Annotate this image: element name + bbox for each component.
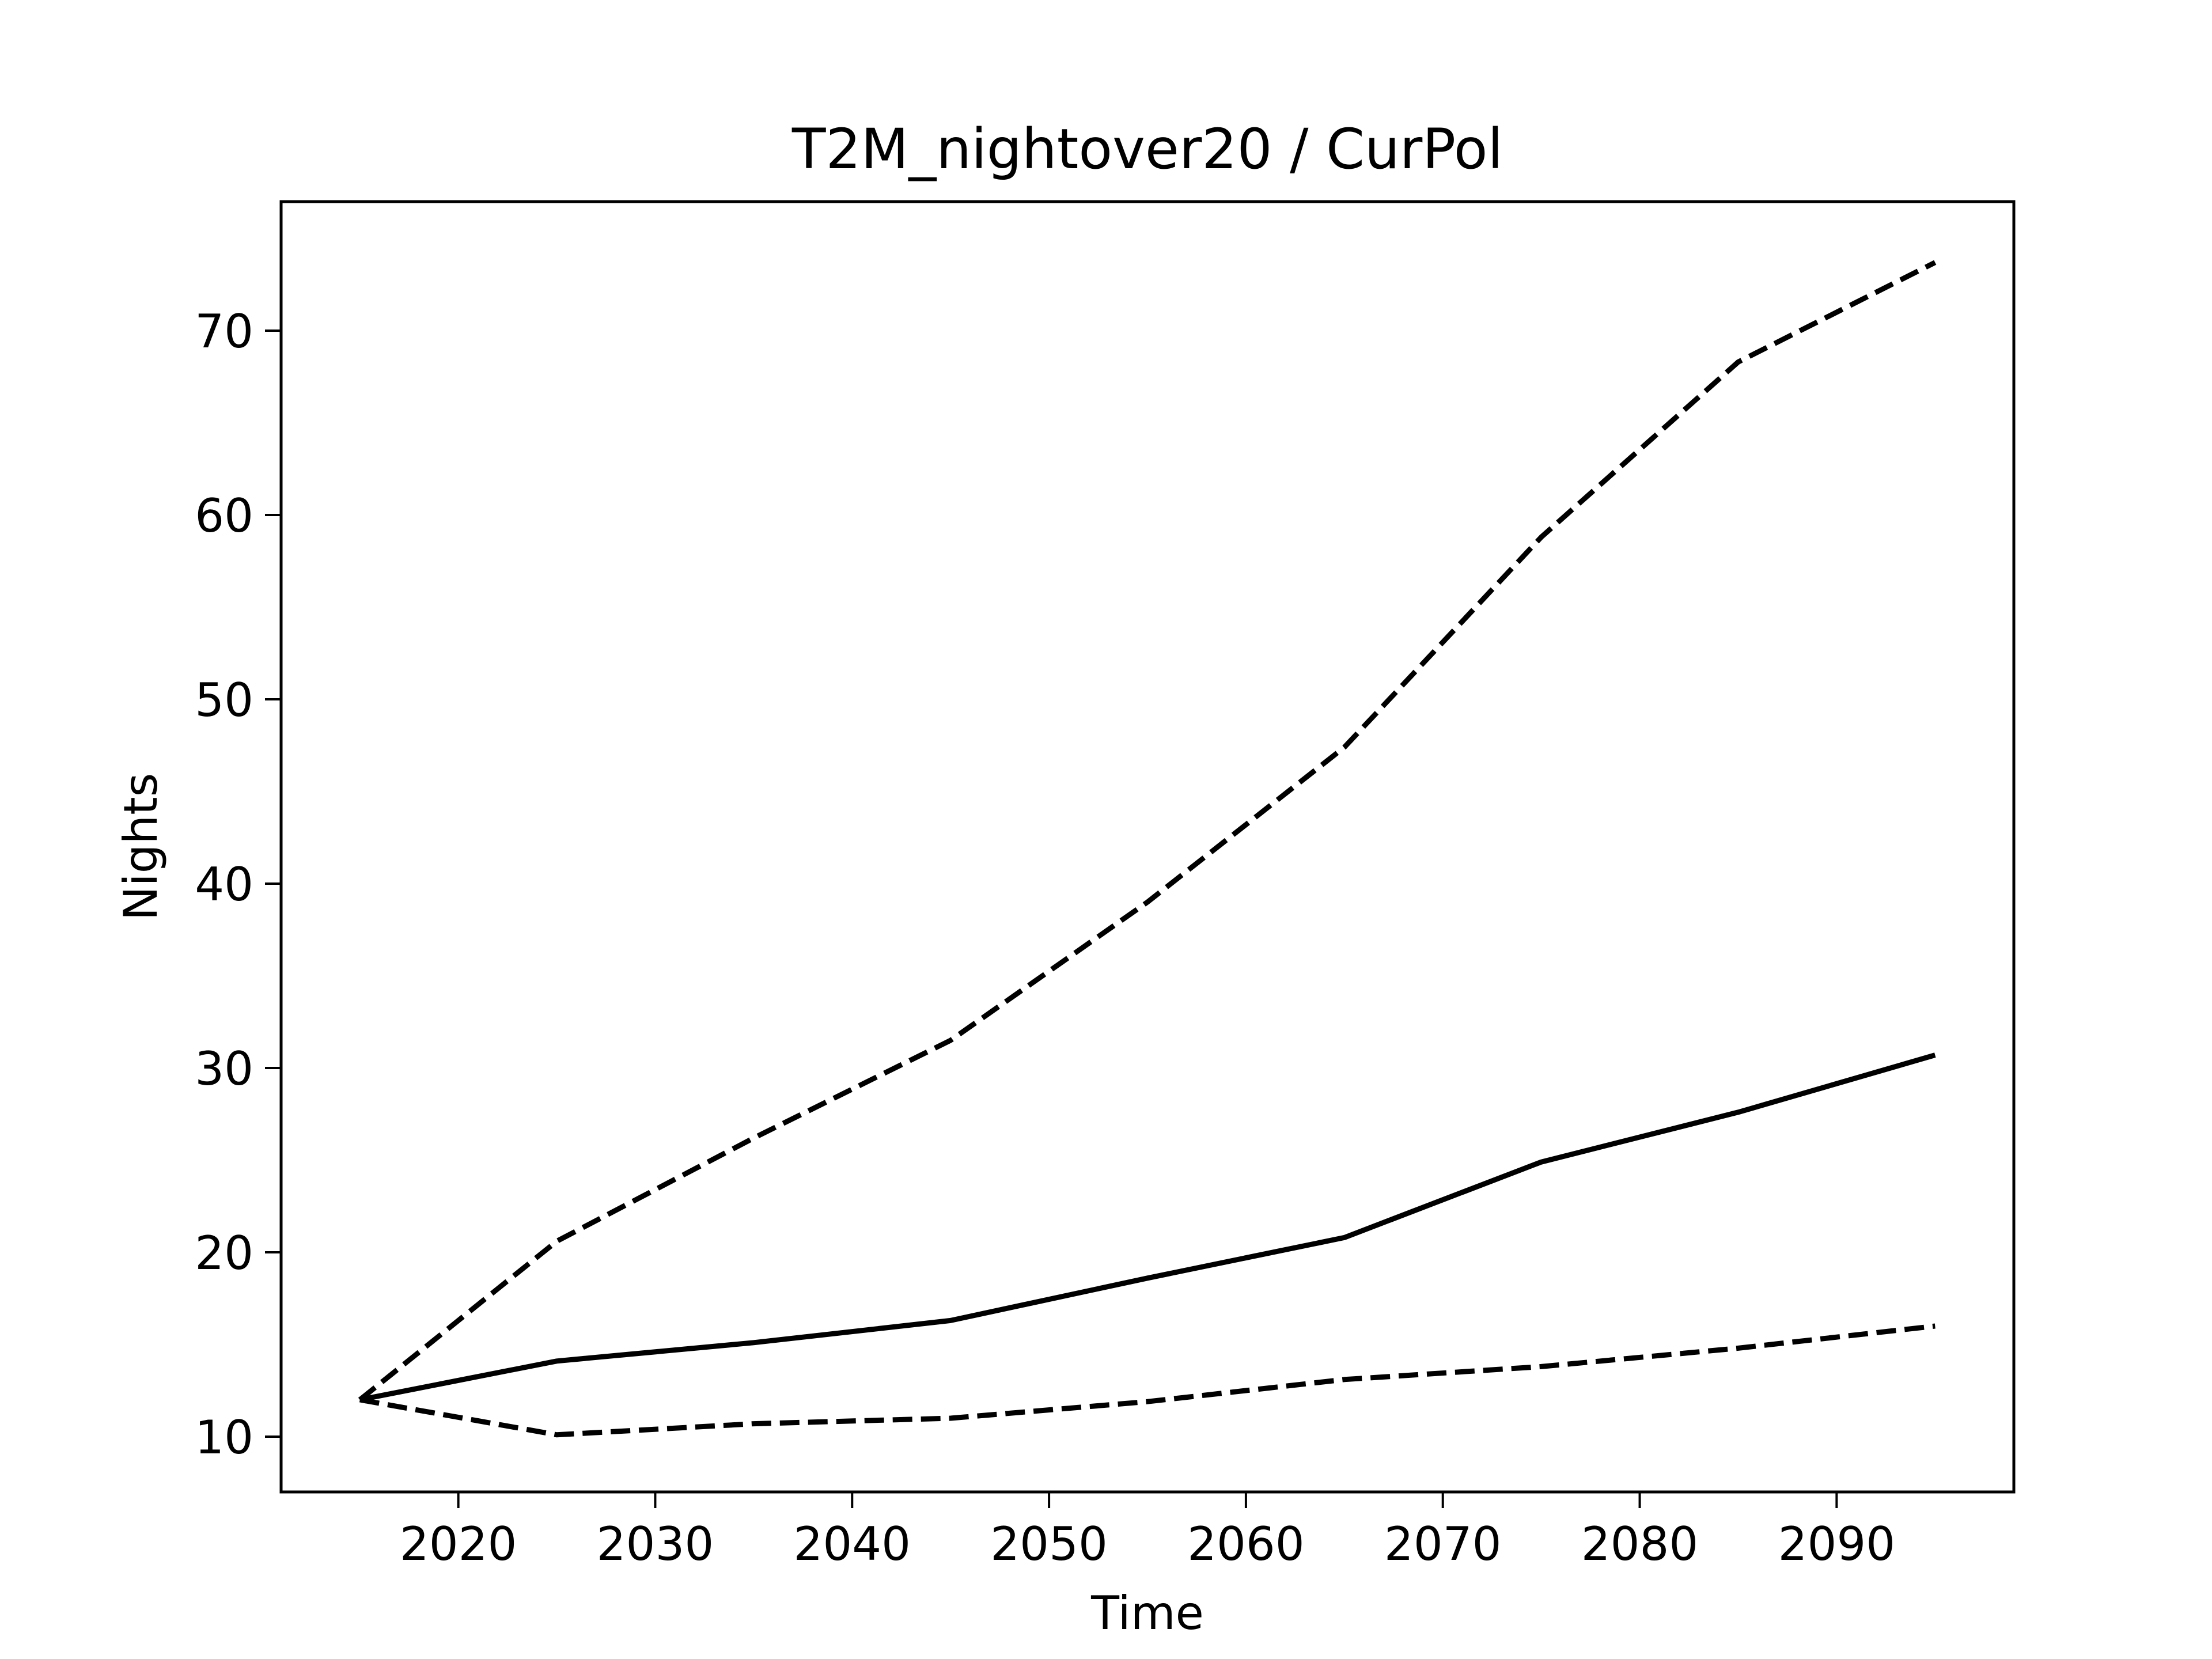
chart-title: T2M_nightover20 / CurPol [791,117,1503,181]
y-tick-label: 50 [195,673,253,727]
y-tick-label: 60 [195,489,253,543]
x-tick-label: 2040 [793,1517,911,1571]
x-axis: 2020 2030 2040 2050 2060 2070 2080 2090 [400,1492,1895,1571]
x-tick-label: 2030 [597,1517,714,1571]
x-axis-label: Time [1090,1586,1204,1640]
series-layer [358,260,1937,1438]
dashed-series-line-1 [358,260,1937,1402]
x-tick-label: 2050 [990,1517,1108,1571]
x-tick-label: 2070 [1384,1517,1502,1571]
y-axis-label: Nights [114,773,168,921]
y-tick-label: 20 [195,1226,253,1280]
plot-frame [279,200,2016,1494]
x-tick-label: 2080 [1581,1517,1699,1571]
x-tick-label: 2060 [1187,1517,1305,1571]
y-tick-label: 40 [195,858,253,911]
y-tick-label: 70 [195,305,253,358]
solid-series-line-0 [359,1052,1936,1403]
x-tick-label: 2020 [400,1517,517,1571]
x-tick-label: 2090 [1778,1517,1896,1571]
dashed-series-line-2 [359,1323,1936,1438]
y-tick-label: 30 [195,1042,253,1096]
y-tick-label: 10 [195,1411,253,1464]
y-axis: 10 20 30 40 50 60 70 [195,305,281,1464]
